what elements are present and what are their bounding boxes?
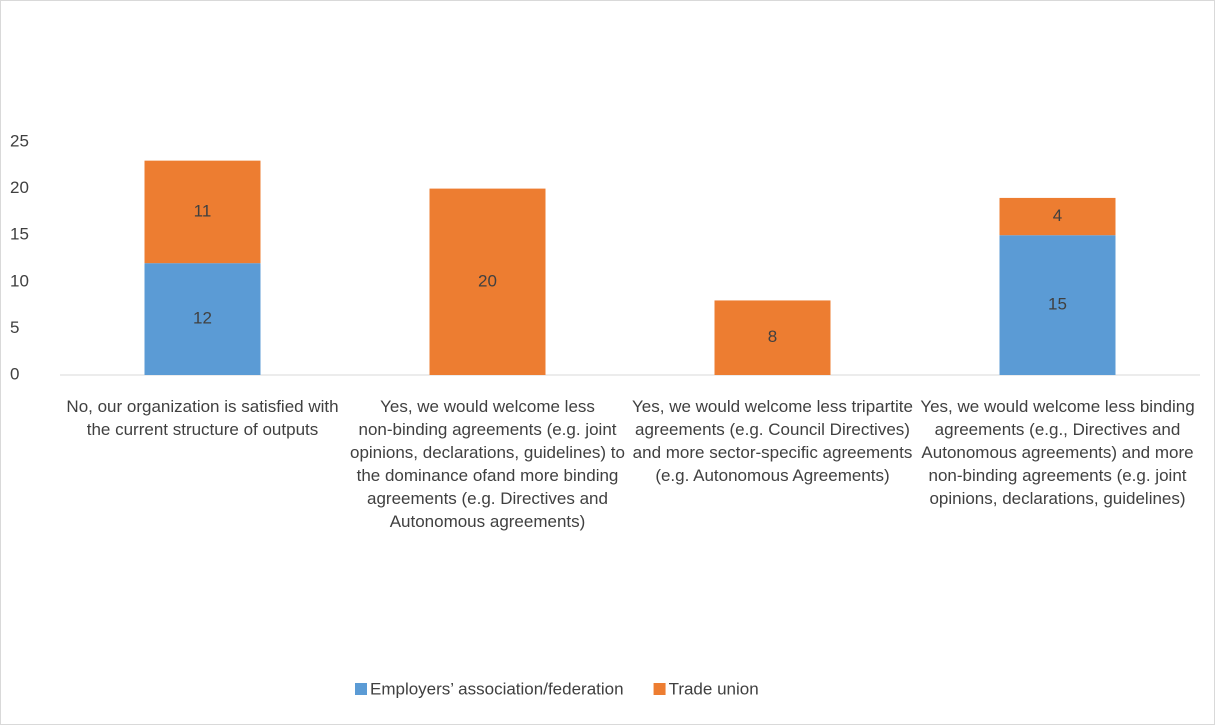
label-line: No, our organization is satisfied with xyxy=(66,397,338,416)
bar-segment xyxy=(999,197,1116,236)
data-label: 20 xyxy=(478,271,497,290)
label-line: opinions, declarations, guidelines) to xyxy=(350,443,625,462)
label-line: (e.g. Autonomous Agreements) xyxy=(655,466,889,485)
x-tick-label: Yes, we would welcome less tripartite agr… xyxy=(632,397,913,485)
label-line: the current structure of outputs xyxy=(87,420,319,439)
bar-segment xyxy=(429,188,546,375)
label-line: Yes, we would welcome less tripartite xyxy=(632,397,913,416)
label-line: the dominance ofand more binding xyxy=(357,466,619,485)
label-line: Autonomous agreements) and more xyxy=(921,443,1193,462)
data-label: 12 xyxy=(193,309,212,328)
label-line: Yes, we would welcome less xyxy=(380,397,595,416)
label-line: and more sector-specific agreements xyxy=(633,443,913,462)
bar-segment xyxy=(714,300,831,375)
x-tick-label: No, our organization is satisfied with th… xyxy=(66,397,338,439)
legend-label: Employers’ association/federation xyxy=(370,679,624,698)
label-line: opinions, declarations, guidelines) xyxy=(929,489,1185,508)
label-line: Yes, we would welcome less binding xyxy=(920,397,1194,416)
bar-segment xyxy=(144,263,261,375)
label-line: agreements (e.g. Council Directives) xyxy=(635,420,910,439)
label-line: non-binding agreements (e.g. joint xyxy=(359,420,617,439)
bar-segment xyxy=(144,160,261,264)
data-label: 11 xyxy=(194,201,212,220)
label-line: agreements (e.g. Directives and xyxy=(367,489,608,508)
y-tick-label: 15 xyxy=(10,225,29,244)
data-label: 15 xyxy=(1048,295,1067,314)
legend-swatch xyxy=(355,683,367,695)
label-line: agreements (e.g., Directives and xyxy=(935,420,1181,439)
x-tick-label: Yes, we would welcome less non-binding ag… xyxy=(350,397,625,531)
y-tick-label: 20 xyxy=(10,178,29,197)
y-tick-label: 5 xyxy=(10,318,19,337)
legend-label: Trade union xyxy=(669,679,759,698)
label-line: Autonomous agreements) xyxy=(390,512,586,531)
x-tick-label: Yes, we would welcome less binding agreem… xyxy=(920,397,1194,508)
data-label: 8 xyxy=(768,327,777,346)
y-tick-label: 0 xyxy=(10,364,19,383)
y-tick-label: 25 xyxy=(10,131,29,150)
bar-segment xyxy=(999,235,1116,375)
legend-swatch xyxy=(653,683,666,695)
label-line: non-binding agreements (e.g. joint xyxy=(929,466,1187,485)
data-label: 4 xyxy=(1053,206,1062,225)
y-tick-label: 10 xyxy=(10,271,29,290)
